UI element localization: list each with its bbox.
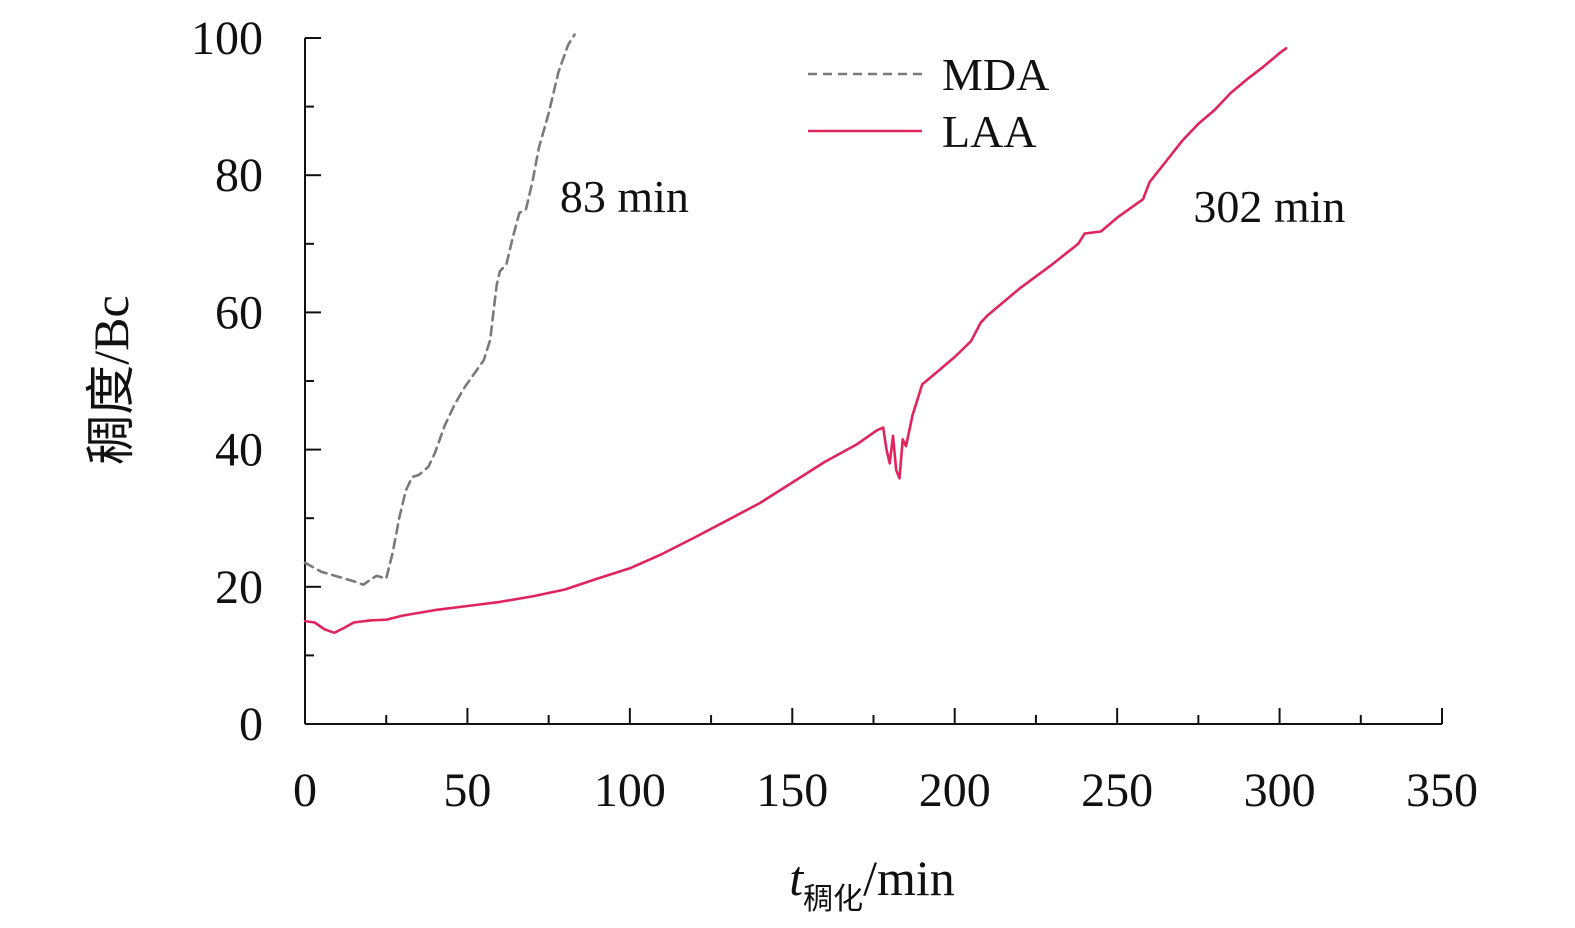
- annotation-label: 302 min: [1193, 181, 1345, 232]
- annotation-label: 83 min: [560, 171, 689, 222]
- x-tick-label: 50: [443, 764, 491, 817]
- x-tick-label: 150: [756, 764, 828, 817]
- y-tick-label: 20: [215, 561, 263, 614]
- y-tick-label: 100: [191, 12, 263, 65]
- y-axis-title: 稠度/Bc: [83, 295, 139, 464]
- y-tick-label: 80: [215, 149, 263, 202]
- x-tick-label: 100: [594, 764, 666, 817]
- y-tick-label: 0: [239, 698, 263, 751]
- series-group: [303, 33, 1288, 635]
- x-tick-label: 250: [1081, 764, 1153, 817]
- legend-label-laa: LAA: [942, 106, 1037, 157]
- x-axis-title-subscript: 稠化: [803, 883, 863, 916]
- x-tick-label: 300: [1244, 764, 1316, 817]
- x-tick-label: 350: [1406, 764, 1478, 817]
- x-tick-label: 0: [293, 764, 317, 817]
- legend-label-mda: MDA: [942, 49, 1049, 100]
- annotations-group: 83 min 302 min: [560, 171, 1346, 232]
- legend: MDA LAA: [808, 49, 1049, 157]
- x-axis-title-unit: /min: [863, 850, 955, 906]
- x-tick-label: 200: [919, 764, 991, 817]
- y-tick-label: 40: [215, 424, 263, 477]
- y-tick-label: 60: [215, 286, 263, 339]
- x-axis-title-symbol: t: [789, 850, 804, 906]
- x-axis-title: t稠化/min: [789, 850, 955, 916]
- axes-group: 0 20 40 60 80 100 0 50 100 150 200 250 300 350: [191, 12, 1478, 817]
- series-line-mda: [303, 33, 576, 587]
- series-line-laa: [303, 46, 1288, 635]
